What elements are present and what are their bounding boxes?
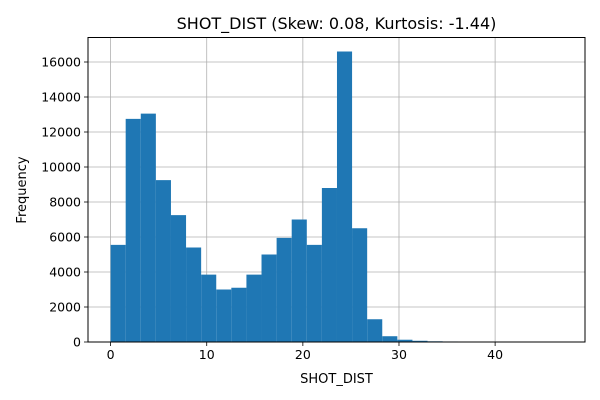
y-axis-label: Frequency xyxy=(15,156,30,223)
histogram-bar xyxy=(336,51,353,342)
y-tick-label: 8000 xyxy=(49,195,81,210)
histogram-bar xyxy=(382,336,398,342)
histogram-bar xyxy=(367,319,383,342)
chart-title: SHOT_DIST (Skew: 0.08, Kurtosis: -1.44) xyxy=(177,14,497,34)
histogram-bar xyxy=(261,254,277,342)
histogram-bar xyxy=(170,215,187,342)
y-tick-label: 0 xyxy=(73,335,81,350)
x-tick-label: 0 xyxy=(107,347,115,362)
y-tick-label: 6000 xyxy=(49,230,81,245)
histogram-bar xyxy=(140,113,156,342)
histogram-bar xyxy=(186,247,202,342)
x-tick-label: 40 xyxy=(487,347,503,362)
histogram-bar xyxy=(276,237,292,342)
plot-frame xyxy=(87,37,586,343)
y-tick-label: 10000 xyxy=(41,160,81,175)
histogram-bar xyxy=(201,274,217,342)
y-tick-label: 2000 xyxy=(49,300,81,315)
x-axis-ticks: 0 10 20 30 40 xyxy=(107,342,503,362)
histogram-bar xyxy=(321,188,337,342)
histogram-bar xyxy=(306,244,322,342)
y-axis-ticks: 0 2000 4000 6000 8000 10000 12000 14000 16000 xyxy=(41,55,88,350)
y-tick-label: 12000 xyxy=(41,125,81,140)
histogram-bar xyxy=(216,289,232,342)
histogram-bar xyxy=(412,340,428,342)
x-tick-label: 10 xyxy=(199,347,215,362)
histogram-bar xyxy=(125,118,141,342)
y-tick-label: 4000 xyxy=(49,265,81,280)
histogram-bar xyxy=(352,228,368,342)
bars-layer xyxy=(110,51,564,342)
histogram-bar xyxy=(246,274,262,342)
histogram-bar xyxy=(397,339,413,342)
x-tick-label: 20 xyxy=(295,347,311,362)
histogram-bar xyxy=(231,287,247,342)
histogram-bar xyxy=(155,180,171,342)
y-tick-label: 16000 xyxy=(41,55,81,70)
x-tick-label: 30 xyxy=(391,347,407,362)
x-axis-label: SHOT_DIST xyxy=(300,372,373,387)
histogram-bar xyxy=(291,219,307,342)
y-tick-label: 14000 xyxy=(41,90,81,105)
histogram-bar xyxy=(110,244,126,342)
